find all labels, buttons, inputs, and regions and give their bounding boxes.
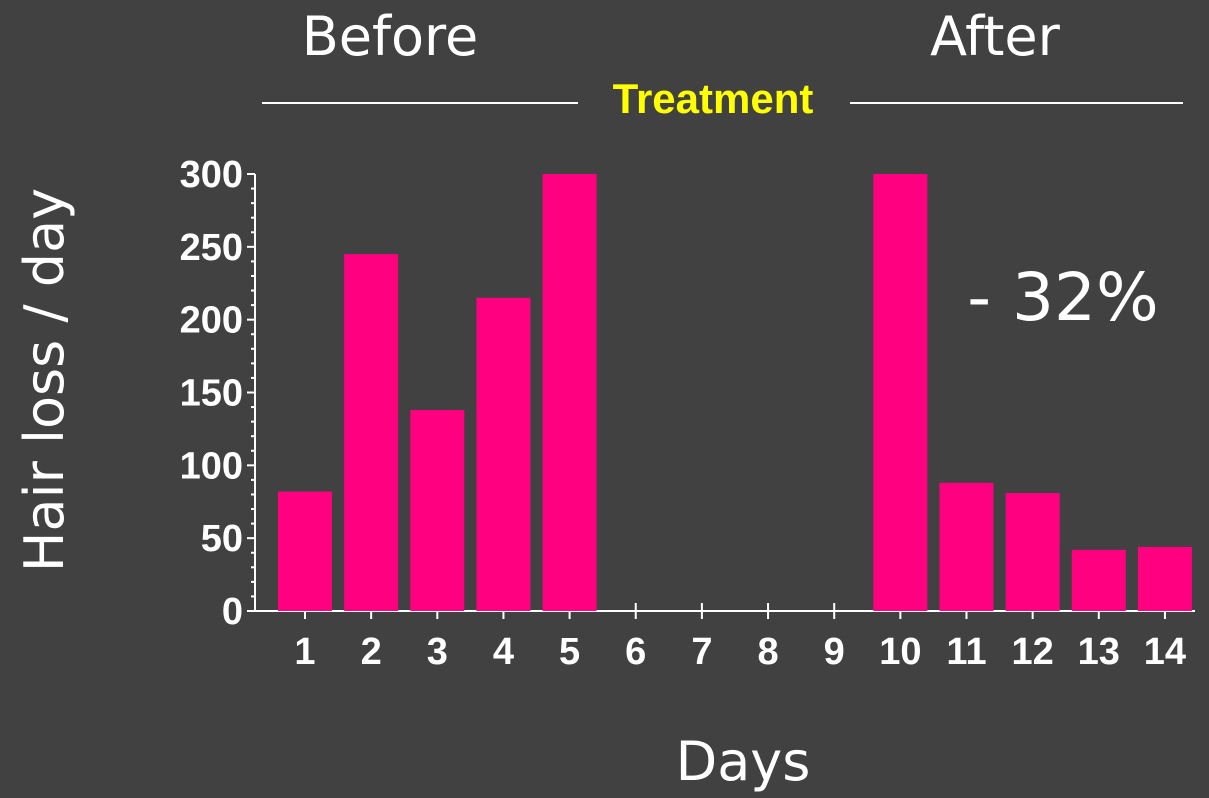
bars <box>278 174 1192 611</box>
y-ticks: 0 50 100 150 200 250 300 <box>180 154 255 633</box>
bar-day-1 <box>278 491 332 611</box>
bar-day-10 <box>873 174 928 611</box>
x-tick-label: 8 <box>757 631 778 673</box>
x-tick-label: 14 <box>1144 631 1186 673</box>
x-tick-label: 9 <box>824 631 845 673</box>
x-tick-label: 11 <box>946 631 986 673</box>
x-tick-label: 6 <box>625 631 646 673</box>
x-tick-label: 12 <box>1012 631 1054 673</box>
bar-day-4 <box>476 297 531 611</box>
bar-day-13 <box>1071 549 1126 611</box>
y-tick-label: 100 <box>180 445 243 487</box>
reduction-annotation: - 32% <box>967 259 1159 336</box>
bar-day-11 <box>939 482 994 611</box>
bar-day-5 <box>542 174 597 611</box>
x-tick-label: 1 <box>294 631 315 673</box>
x-tick-label: 2 <box>361 631 382 673</box>
y-tick-label: 0 <box>222 591 243 633</box>
y-tick-label: 250 <box>180 227 243 269</box>
x-ticks: 1 2 3 4 5 6 7 8 9 10 11 12 13 14 <box>294 603 1186 673</box>
treatment-label: Treatment <box>613 75 814 122</box>
x-tick-label: 10 <box>879 631 921 673</box>
x-tick-label: 3 <box>427 631 448 673</box>
x-tick-label: 4 <box>493 631 514 673</box>
after-label: After <box>930 5 1060 68</box>
x-tick-label: 5 <box>559 631 580 673</box>
x-axis-title: Days <box>676 730 811 793</box>
x-tick-label: 13 <box>1078 631 1120 673</box>
y-tick-label: 300 <box>180 154 243 196</box>
y-axis-title: Hair loss / day <box>13 188 76 572</box>
bar-day-14 <box>1137 546 1192 611</box>
bar-day-2 <box>344 254 399 611</box>
bar-day-12 <box>1005 493 1060 611</box>
y-tick-label: 50 <box>201 518 243 560</box>
y-tick-label: 150 <box>180 373 243 415</box>
before-label: Before <box>302 5 479 68</box>
x-tick-label: 7 <box>691 631 712 673</box>
y-tick-label: 200 <box>180 300 243 342</box>
bar-day-3 <box>410 409 465 611</box>
